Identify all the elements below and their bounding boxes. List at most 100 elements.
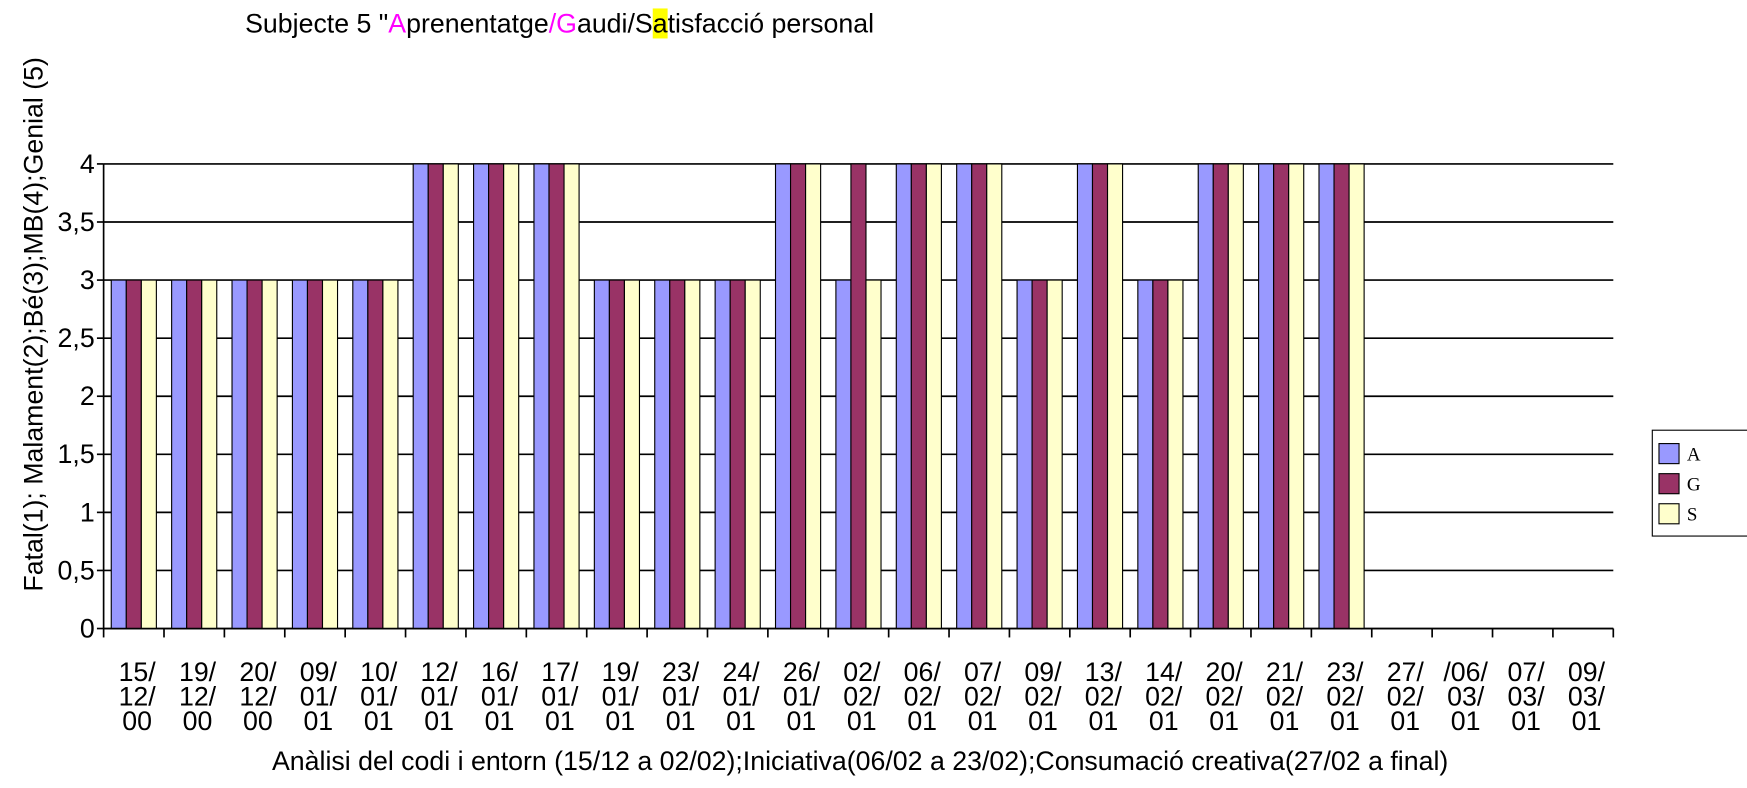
- bar: [850, 163, 867, 630]
- bar: [593, 279, 610, 630]
- x-tick-label: 10/01/01: [360, 657, 398, 736]
- bar: [1076, 163, 1094, 630]
- bar: [1106, 163, 1124, 630]
- bar: [865, 279, 882, 630]
- bar: [789, 163, 807, 630]
- bar: [186, 279, 203, 630]
- y-tick-label: 1: [80, 497, 95, 527]
- y-tick-label: 4: [80, 149, 95, 179]
- bar: [1288, 163, 1305, 630]
- x-tick-label: 09/03/01: [1568, 657, 1606, 736]
- x-tick-label: 21/02/01: [1266, 657, 1304, 736]
- bar: [352, 279, 369, 630]
- bar: [1197, 163, 1214, 630]
- bar: [744, 279, 761, 630]
- bar: [925, 163, 942, 630]
- title-part: Subjecte 5 ": [245, 8, 388, 38]
- title-part: prenentatge: [406, 8, 549, 38]
- y-tick-label: 3,5: [58, 207, 95, 237]
- bar: [895, 163, 912, 630]
- title-part: /G: [549, 8, 577, 38]
- x-tick-label: 20/02/01: [1206, 657, 1244, 736]
- bar: [835, 279, 852, 630]
- x-tick-label: 26/01/01: [783, 657, 821, 736]
- bar: [563, 163, 580, 630]
- title-part: audi/: [577, 8, 636, 38]
- legend-swatch: [1658, 473, 1680, 495]
- title-part: A: [388, 8, 406, 38]
- y-tick-label: 3: [80, 265, 95, 295]
- bar: [171, 279, 188, 630]
- x-tick-label: 19/01/01: [602, 657, 640, 736]
- legend-swatch: [1658, 443, 1680, 465]
- bar: [246, 279, 263, 630]
- bar: [956, 163, 973, 630]
- x-tick-label: 13/02/01: [1085, 657, 1123, 736]
- bar: [442, 163, 459, 630]
- y-tick-label: 2: [80, 381, 95, 411]
- bar: [412, 163, 429, 630]
- bar: [367, 279, 384, 630]
- bar: [306, 279, 324, 630]
- x-tick-label: 15/12/00: [119, 657, 157, 736]
- bar: [1046, 279, 1063, 630]
- bar: [774, 163, 792, 630]
- y-tick-label: 0: [80, 613, 95, 643]
- x-tick-label: 19/12/00: [179, 657, 217, 736]
- bar: [125, 279, 142, 630]
- bar: [382, 279, 399, 630]
- x-tick-label: 07/03/01: [1507, 657, 1545, 736]
- bar: [986, 163, 1003, 630]
- bar: [201, 279, 218, 630]
- x-tick-label: 06/02/01: [904, 657, 942, 736]
- x-tick-label: 09/02/01: [1024, 657, 1062, 736]
- chart-title: Subjecte 5 "Aprenentatge/Gaudi/Satisfacc…: [245, 8, 874, 38]
- bar: [623, 279, 641, 630]
- x-tick-label: 27/02/01: [1387, 657, 1425, 736]
- bar: [321, 279, 339, 630]
- bar: [1318, 163, 1335, 630]
- bar: [669, 279, 686, 630]
- bar: [261, 279, 278, 630]
- bar: [910, 163, 927, 630]
- y-axis-label: Fatal(1); Malament(2);Bé(3);MB(4);Genial…: [18, 57, 48, 592]
- bar: [1091, 163, 1109, 630]
- y-tick-label: 0,5: [58, 555, 95, 585]
- bar: [608, 279, 625, 630]
- bar: [1137, 279, 1154, 630]
- bar: [714, 279, 731, 630]
- title-highlight: [652, 8, 668, 39]
- title-part: S: [635, 8, 653, 38]
- bar: [729, 279, 746, 630]
- bar: [1258, 163, 1275, 630]
- x-tick-label: 14/02/01: [1145, 657, 1183, 736]
- bar: [654, 279, 671, 630]
- x-tick-label: 20/12/00: [239, 657, 277, 736]
- x-tick-label: 23/02/01: [1326, 657, 1364, 736]
- x-tick-label: 23/01/01: [662, 657, 700, 736]
- bar: [1152, 279, 1169, 630]
- bar: [427, 163, 444, 630]
- x-tick-label: 24/01/01: [722, 657, 760, 736]
- y-tick-label: 2,5: [58, 323, 95, 353]
- x-axis-label: Anàlisi del codi i entorn (15/12 a 02/02…: [272, 746, 1448, 776]
- bar: [1031, 279, 1048, 630]
- bar: [291, 279, 309, 630]
- bar: [231, 279, 248, 630]
- bar: [140, 279, 157, 630]
- x-tick-label: 12/01/01: [421, 657, 459, 736]
- x-tick-label: 16/01/01: [481, 657, 519, 736]
- bar: [548, 163, 565, 630]
- legend-label: A: [1687, 444, 1701, 465]
- x-tick-label: 17/01/01: [541, 657, 579, 736]
- title-part: atisfacció personal: [653, 8, 874, 38]
- bar: [473, 163, 490, 630]
- x-tick-label: 07/02/01: [964, 657, 1002, 736]
- bar: [805, 163, 822, 630]
- bar: [488, 163, 505, 630]
- bar: [1227, 163, 1244, 630]
- bar: [503, 163, 520, 630]
- bar: [684, 279, 701, 630]
- bar: [1348, 163, 1365, 630]
